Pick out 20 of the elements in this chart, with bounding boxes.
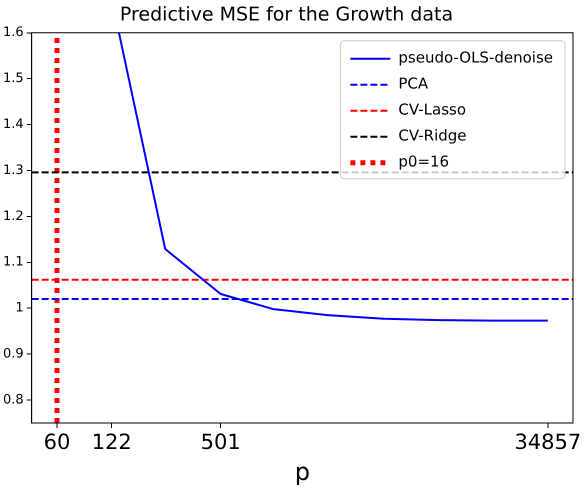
- y-tick-label: 1.2: [2, 208, 24, 224]
- legend-label: pseudo-OLS-denoise: [398, 48, 554, 67]
- x-tick-label: 60: [44, 430, 70, 454]
- y-tick-label: 0.8: [2, 392, 24, 408]
- y-tick-label: 1: [15, 300, 24, 316]
- x-tick-label: 34857: [514, 430, 582, 454]
- y-tick-label: 1.3: [2, 162, 24, 178]
- chart-title: Predictive MSE for the Growth data: [120, 3, 454, 26]
- legend-label: PCA: [398, 74, 429, 93]
- y-tick-label: 1.4: [2, 116, 24, 132]
- legend-label: CV-Lasso: [398, 100, 466, 119]
- x-tick-label: 501: [200, 430, 241, 454]
- x-tick-label: 122: [92, 430, 132, 454]
- legend-label: CV-Ridge: [398, 126, 467, 145]
- y-tick-label: 1.5: [2, 71, 24, 86]
- y-tick-label: 1.6: [2, 25, 24, 40]
- x-axis-title: p: [294, 458, 310, 486]
- y-tick-label: 1.1: [2, 254, 24, 270]
- legend-label: p0=16: [398, 152, 450, 171]
- y-tick-label: 0.9: [2, 346, 24, 362]
